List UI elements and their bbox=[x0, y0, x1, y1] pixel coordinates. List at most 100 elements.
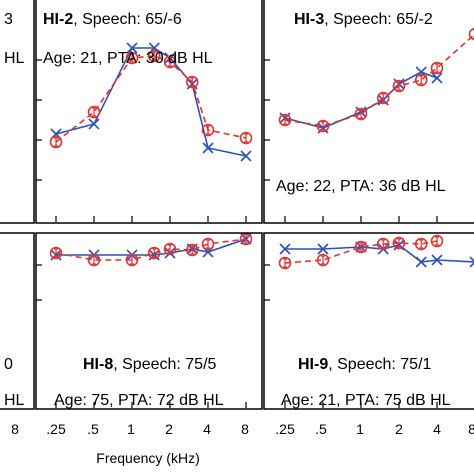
panel-1-2-title-speech: , Speech: 75/1 bbox=[328, 356, 431, 373]
error-bar bbox=[359, 242, 363, 252]
error-bar bbox=[435, 236, 439, 246]
data-point-o bbox=[87, 105, 101, 119]
panel-1-1-title-speech: , Speech: 75/5 bbox=[113, 356, 216, 373]
panel-frame-0-2 bbox=[263, 0, 474, 224]
data-point-o bbox=[147, 49, 161, 63]
panel-1-1-title: HI-8, Speech: 75/5 bbox=[83, 356, 217, 373]
data-point-x bbox=[431, 72, 443, 84]
x-tick-label: .25 bbox=[275, 421, 295, 437]
error-bar bbox=[359, 109, 363, 119]
error-bar bbox=[206, 125, 210, 135]
x-tick-label: 4 bbox=[203, 421, 211, 437]
x-tick-label: 2 bbox=[165, 421, 173, 437]
error-bar bbox=[152, 51, 157, 61]
error-bar bbox=[397, 81, 401, 91]
panel-0-2-title-id: HI-3 bbox=[294, 11, 324, 28]
x-tick-label: 8 bbox=[468, 421, 474, 437]
error-bar bbox=[130, 255, 134, 265]
data-point-o bbox=[430, 61, 444, 75]
x-tick-label: .5 bbox=[87, 421, 99, 437]
data-point-o bbox=[49, 135, 63, 149]
panel-1-1-title-id: HI-8 bbox=[83, 356, 113, 373]
panel-1-2-line2: Age: 21, PTA: 75 dB HL bbox=[281, 392, 451, 409]
error-bar bbox=[419, 239, 424, 249]
panel-0-1-title: HI-2, Speech: 65/-6 bbox=[43, 11, 182, 28]
panel-1-2-title: HI-9, Speech: 75/1 bbox=[298, 356, 432, 373]
data-point-x bbox=[126, 42, 138, 54]
data-point-o bbox=[125, 253, 139, 267]
data-point-x bbox=[317, 243, 329, 255]
series-line-x bbox=[56, 238, 247, 256]
series-line-x bbox=[285, 244, 474, 263]
error-bar bbox=[419, 75, 424, 85]
plot-area bbox=[36, 27, 474, 408]
data-point-o bbox=[125, 51, 139, 65]
x-tick-label: .25 bbox=[46, 421, 66, 437]
error-bar bbox=[92, 107, 96, 117]
data-point-o bbox=[163, 242, 177, 256]
x-tick-label: 8 bbox=[241, 421, 249, 437]
error-bar bbox=[244, 234, 248, 244]
series-line-o bbox=[55, 238, 247, 261]
panel-frames bbox=[0, 0, 474, 410]
error-bar bbox=[152, 248, 157, 258]
series-line-x bbox=[55, 47, 247, 157]
data-point-x bbox=[202, 142, 214, 154]
data-point-o bbox=[376, 91, 390, 105]
error-bar bbox=[397, 238, 401, 248]
x-tick-label: 4 bbox=[433, 421, 441, 437]
panel-0-1-marks bbox=[36, 42, 253, 222]
error-bar bbox=[321, 255, 325, 265]
error-bar bbox=[321, 121, 325, 131]
panel-frame-0-0 bbox=[0, 0, 35, 224]
data-point-o bbox=[185, 75, 199, 89]
panel-1-0-line1: 0 bbox=[4, 356, 13, 373]
error-bar bbox=[190, 245, 195, 255]
panel-1-2-title-id: HI-9 bbox=[298, 356, 328, 373]
data-point-o bbox=[354, 107, 368, 121]
panel-0-1-line2: Age: 21, PTA: 30 dB HL bbox=[43, 50, 213, 67]
data-point-o bbox=[468, 27, 474, 41]
panel-frame-0-1 bbox=[35, 0, 263, 224]
error-bar bbox=[92, 255, 96, 265]
panel-0-0-header: 3 bbox=[4, 11, 13, 28]
panel-frame-1-1 bbox=[35, 232, 263, 410]
error-bar bbox=[283, 258, 287, 268]
panel-1-1-line2: Age: 75, PTA: 72 dB HL bbox=[54, 392, 224, 409]
data-point-o bbox=[278, 113, 292, 127]
series-line-o bbox=[284, 33, 474, 127]
series-line-o bbox=[55, 55, 247, 143]
data-point-o bbox=[147, 246, 161, 260]
x-tick-label: 8 bbox=[11, 421, 19, 437]
panel-0-1-title-speech: , Speech: 65/-6 bbox=[73, 11, 182, 28]
error-bar bbox=[54, 137, 58, 147]
data-point-o bbox=[201, 123, 215, 137]
panel-0-2-title: HI-3, Speech: 65/-2 bbox=[294, 11, 433, 28]
data-point-o bbox=[278, 256, 292, 270]
data-point-o bbox=[163, 55, 177, 69]
data-point-o bbox=[354, 240, 368, 254]
x-tick-label: .5 bbox=[315, 421, 327, 437]
error-bar bbox=[206, 239, 210, 249]
data-point-o bbox=[239, 131, 253, 145]
panel-0-2-marks bbox=[264, 27, 474, 222]
x-tick-labels: 8 .25 .5 1 2 4 8 .25 .5 1 2 4 8 bbox=[11, 421, 474, 437]
panel-1-0-line2: HL bbox=[4, 392, 25, 409]
data-point-o bbox=[201, 237, 215, 251]
data-point-o bbox=[430, 234, 444, 248]
x-tick-label: 2 bbox=[395, 421, 403, 437]
error-bar bbox=[168, 57, 172, 67]
data-point-x bbox=[88, 118, 100, 130]
panel-0-2-title-speech: , Speech: 65/-2 bbox=[324, 11, 433, 28]
data-point-o bbox=[376, 237, 390, 251]
panel-1-2-marks bbox=[264, 234, 474, 408]
error-bar bbox=[283, 115, 287, 125]
error-bar bbox=[130, 53, 134, 63]
error-bar bbox=[168, 244, 172, 254]
data-point-x bbox=[415, 256, 427, 268]
panel-frame-1-2 bbox=[263, 232, 474, 410]
data-point-o bbox=[49, 246, 63, 260]
data-point-o bbox=[185, 243, 199, 257]
panel-1-1-marks bbox=[36, 232, 253, 408]
